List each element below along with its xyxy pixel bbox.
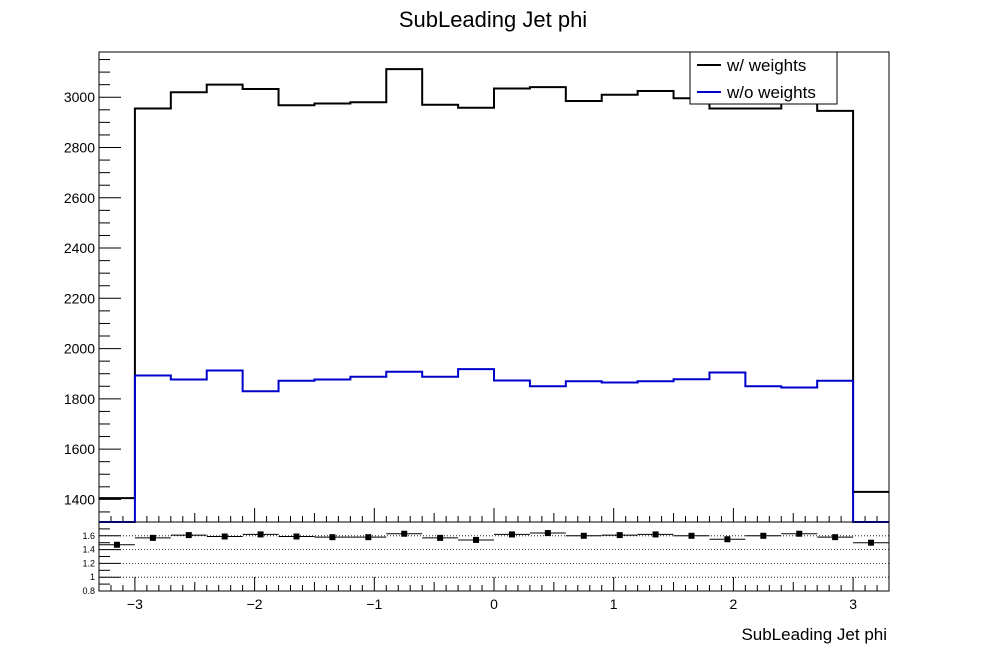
ratio-point-marker (544, 530, 551, 537)
legend-label-noweights: w/o weights (726, 83, 816, 102)
x-axis-title: SubLeading Jet phi (741, 625, 887, 644)
ratio-point-marker (437, 534, 444, 541)
ratio-point-marker (221, 533, 228, 540)
ratio-point-marker (832, 534, 839, 541)
ratio-point-marker (149, 534, 156, 541)
y-tick-label: 2200 (64, 290, 95, 306)
ratio-point-marker (473, 536, 480, 543)
chart-title: SubLeading Jet phi (399, 7, 587, 32)
ratio-y-tick-label: 1 (90, 572, 95, 582)
ratio-point-marker (329, 534, 336, 541)
series-line-weights (99, 68, 889, 500)
y-tick-label: 2000 (64, 341, 95, 357)
x-tick-label: −3 (127, 596, 143, 612)
y-tick-label: 3000 (64, 89, 95, 105)
ratio-point-marker (724, 536, 731, 543)
ratio-point-marker (796, 530, 803, 537)
ratio-point-marker (401, 530, 408, 537)
ratio-axis-ticks (99, 528, 878, 592)
main-series-group (99, 68, 889, 523)
y-tick-label: 2800 (64, 140, 95, 156)
x-tick-label: 0 (490, 596, 498, 612)
series-line-noweights (99, 368, 889, 523)
ratio-point-marker (365, 534, 372, 541)
ratio-y-tick-labels: 0.8 1 1.2 1.4 1.6 (82, 531, 95, 596)
y-tick-label: 2400 (64, 240, 95, 256)
ratio-y-tick-label: 1.2 (82, 558, 95, 568)
ratio-point-marker (760, 532, 767, 539)
x-tick-label: 1 (610, 596, 618, 612)
main-plot-frame (98, 51, 890, 523)
legend-label-weights: w/ weights (726, 56, 806, 75)
y-tick-label: 2600 (64, 190, 95, 206)
ratio-y-tick-label: 0.8 (82, 586, 95, 596)
ratio-point-marker (508, 531, 515, 538)
y-tick-label: 1400 (64, 491, 95, 507)
ratio-point-marker (580, 532, 587, 539)
y-tick-label: 1800 (64, 391, 95, 407)
ratio-point-marker (185, 532, 192, 539)
ratio-point-marker (257, 531, 264, 538)
ratio-y-tick-label: 1.6 (82, 531, 95, 541)
ratio-point-marker (293, 533, 300, 540)
x-tick-label: −2 (247, 596, 263, 612)
y-tick-label: 1600 (64, 441, 95, 457)
x-tick-label: −1 (366, 596, 382, 612)
x-tick-label: 3 (849, 596, 857, 612)
x-tick-labels: −3 −2 −1 0 1 2 3 (127, 596, 857, 612)
x-tick-label: 2 (729, 596, 737, 612)
ratio-point-marker (616, 532, 623, 539)
main-axis-ticks (99, 59, 878, 522)
ratio-point-marker (868, 539, 875, 546)
main-y-tick-labels: 1400 1600 1800 2000 2200 2400 2600 2800 3000 (64, 89, 95, 507)
ratio-y-tick-label: 1.4 (82, 545, 95, 555)
ratio-points-group (99, 530, 889, 548)
ratio-point-marker (688, 532, 695, 539)
legend: w/ weights w/o weights (689, 51, 838, 105)
legend-box (689, 51, 838, 105)
ratio-point-marker (113, 541, 120, 548)
ratio-point-marker (652, 531, 659, 538)
ratio-grid (99, 535, 889, 578)
